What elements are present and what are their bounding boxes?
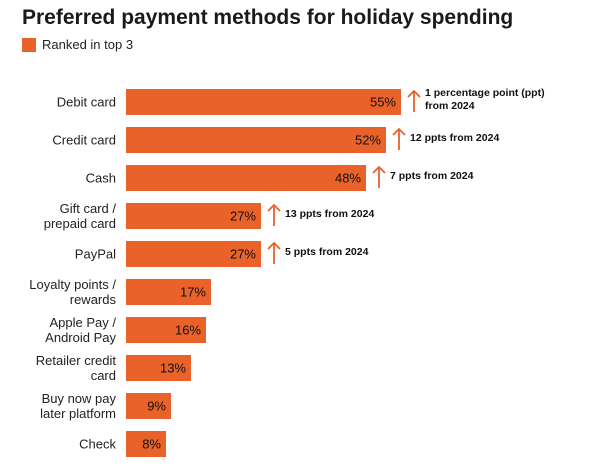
bar xyxy=(126,355,191,381)
category-label: Loyalty points / xyxy=(29,277,116,292)
up-arrow-head-icon xyxy=(392,127,406,136)
bar xyxy=(126,317,206,343)
category-label: Android Pay xyxy=(45,330,116,345)
category-label: Apple Pay / xyxy=(50,315,117,330)
bar xyxy=(126,241,261,267)
category-label: Debit card xyxy=(57,95,116,110)
up-arrow-head-icon xyxy=(372,165,386,174)
category-label: Credit card xyxy=(52,133,116,148)
change-annotation: 1 percentage point (ppt) xyxy=(425,87,545,99)
data-label: 16% xyxy=(175,323,201,338)
data-label: 13% xyxy=(160,361,186,376)
category-label: card xyxy=(91,368,116,383)
data-label: 52% xyxy=(355,133,381,148)
chart-title: Preferred payment methods for holiday sp… xyxy=(22,6,514,29)
bar xyxy=(126,279,211,305)
category-label: later platform xyxy=(40,406,116,421)
bar xyxy=(126,203,261,229)
change-annotation: 13 ppts from 2024 xyxy=(285,208,374,220)
bar xyxy=(126,89,401,115)
data-label: 9% xyxy=(147,399,166,414)
category-label: PayPal xyxy=(75,247,116,262)
data-label: 27% xyxy=(230,247,256,262)
category-label: Buy now pay xyxy=(42,391,117,406)
bar xyxy=(126,393,171,419)
up-arrow-head-icon xyxy=(267,241,281,250)
data-label: 17% xyxy=(180,285,206,300)
data-label: 48% xyxy=(335,171,361,186)
category-label: Gift card / xyxy=(60,201,117,216)
category-label: Cash xyxy=(86,171,116,186)
category-label: Retailer credit xyxy=(36,353,117,368)
change-annotation: 5 ppts from 2024 xyxy=(285,246,369,258)
change-annotation: 7 ppts from 2024 xyxy=(390,170,474,182)
data-label: 27% xyxy=(230,209,256,224)
legend-label: Ranked in top 3 xyxy=(42,37,134,52)
data-label: 55% xyxy=(370,95,396,110)
legend: Ranked in top 3 xyxy=(22,37,133,52)
category-label: rewards xyxy=(70,292,117,307)
data-label: 8% xyxy=(142,437,161,452)
category-label: prepaid card xyxy=(44,216,116,231)
bar xyxy=(126,127,386,153)
legend-swatch xyxy=(22,37,36,52)
up-arrow-head-icon xyxy=(267,203,281,212)
category-label: Check xyxy=(79,437,116,452)
change-annotation: 12 ppts from 2024 xyxy=(410,132,499,144)
bar xyxy=(126,165,366,191)
bar xyxy=(126,431,166,457)
change-annotation: from 2024 xyxy=(425,100,475,112)
up-arrow-head-icon xyxy=(407,89,421,98)
